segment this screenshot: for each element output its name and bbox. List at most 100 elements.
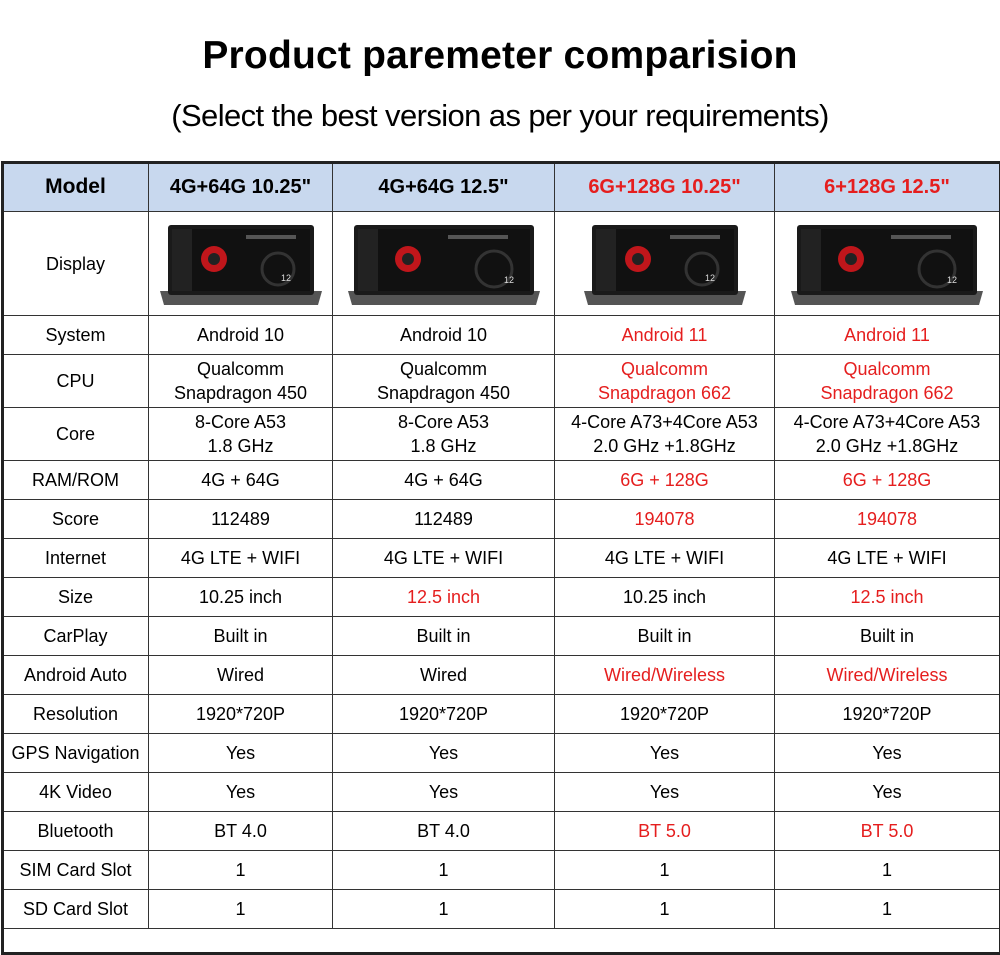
row-label: Core	[2, 407, 149, 461]
cell-c4: 1	[774, 850, 1000, 890]
cell-c2: Built in	[332, 616, 555, 656]
cell-c4: Android 11	[774, 315, 1000, 355]
cell-line-1: 4-Core A73+4Core A53	[571, 412, 758, 432]
cell-c1: 112489	[148, 499, 333, 539]
cell-c4: 194078	[774, 499, 1000, 539]
cell-c2: Qualcomm Snapdragon 450	[332, 354, 555, 408]
cell-c4: Wired/Wireless	[774, 655, 1000, 695]
table-row-cpu: CPU Qualcomm Snapdragon 450 Qualcomm Snapd…	[2, 354, 1000, 408]
head-unit-image: 12	[347, 224, 540, 305]
cell-c2: 12.5 inch	[332, 577, 555, 617]
display-row: Display 12	[2, 211, 1000, 316]
cell-c1: 4G + 64G	[148, 460, 333, 500]
cell-c1: 1	[148, 850, 333, 890]
cell-c4: 1920*720P	[774, 694, 1000, 734]
cell-c2: 8-Core A53 1.8 GHz	[332, 407, 555, 461]
cell-c1: 10.25 inch	[148, 577, 333, 617]
cell-line-1: 8-Core A53	[194, 412, 287, 432]
table-row-score: Score 112489 112489 194078 194078	[2, 499, 1000, 539]
page-subtitle: (Select the best version as per your req…	[171, 98, 829, 133]
cell-c1: 8-Core A53 1.8 GHz	[148, 407, 333, 461]
cell-c3: Qualcomm Snapdragon 662	[554, 354, 775, 408]
cell-c3: 6G + 128G	[554, 460, 775, 500]
cell-c3: Android 11	[554, 315, 775, 355]
cell-c1: Built in	[148, 616, 333, 656]
screen-number: 12	[281, 273, 291, 283]
row-label: 4K Video	[2, 772, 149, 812]
table-row-bluetooth: Bluetooth BT 4.0 BT 4.0 BT 5.0 BT 5.0	[2, 811, 1000, 851]
table-row-size: Size 10.25 inch 12.5 inch 10.25 inch 12.…	[2, 577, 1000, 617]
cell-line-1: Qualcomm	[843, 359, 931, 379]
cell-c2: Yes	[332, 772, 555, 812]
table-row-carplay: CarPlay Built in Built in Built in Built…	[2, 616, 1000, 656]
cell-c4: 6G + 128G	[774, 460, 1000, 500]
table-row-core: Core 8-Core A53 1.8 GHz 8-Core A53 1.8 GHz…	[2, 407, 1000, 461]
cell-c3: 1	[554, 889, 775, 929]
cell-c2: 1	[332, 889, 555, 929]
cell-c3: Built in	[554, 616, 775, 656]
table-row-internet: Internet 4G LTE + WIFI 4G LTE + WIFI 4G …	[2, 538, 1000, 578]
row-label: SD Card Slot	[2, 889, 149, 929]
cell-line-2: Snapdragon 662	[820, 383, 954, 403]
cell-c3: 194078	[554, 499, 775, 539]
table-row-gps: GPS Navigation Yes Yes Yes Yes	[2, 733, 1000, 773]
cell-c1: Yes	[148, 772, 333, 812]
model-header-c3: 6G+128G 10.25"	[554, 162, 775, 212]
cell-c1: Android 10	[148, 315, 333, 355]
cell-line-1: 8-Core A53	[397, 412, 490, 432]
cell-c3: Yes	[554, 733, 775, 773]
cell-line-1: Qualcomm	[196, 359, 285, 379]
cell-c4: 12.5 inch	[774, 577, 1000, 617]
cell-c1: 4G LTE + WIFI	[148, 538, 333, 578]
cell-c2: 4G LTE + WIFI	[332, 538, 555, 578]
cell-c4: 4-Core A73+4Core A53 2.0 GHz +1.8GHz	[774, 407, 1000, 461]
cell-c4: Built in	[774, 616, 1000, 656]
cell-c2: 1	[332, 850, 555, 890]
cell-line-2: 1.8 GHz	[410, 436, 477, 456]
model-header-c4: 6+128G 12.5"	[774, 162, 1000, 212]
cell-c1: Wired	[148, 655, 333, 695]
cell-c3: 1	[554, 850, 775, 890]
cell-c2: Yes	[332, 733, 555, 773]
cell-c4: BT 5.0	[774, 811, 1000, 851]
cell-c3: BT 5.0	[554, 811, 775, 851]
cell-c3: Yes	[554, 772, 775, 812]
display-image-c2: 12	[332, 211, 555, 316]
cell-c4: 1	[774, 889, 1000, 929]
head-unit-image: 12	[791, 224, 983, 305]
cell-c3: 4G LTE + WIFI	[554, 538, 775, 578]
table-row-resolution: Resolution 1920*720P 1920*720P 1920*720P…	[2, 694, 1000, 734]
row-label: Resolution	[2, 694, 149, 734]
table-row-android-auto: Android Auto Wired Wired Wired/Wireless …	[2, 655, 1000, 695]
screen-number: 12	[504, 275, 514, 285]
row-label: GPS Navigation	[2, 733, 149, 773]
cell-line-1: 4-Core A73+4Core A53	[793, 412, 981, 432]
table-row-4k-video: 4K Video Yes Yes Yes Yes	[2, 772, 1000, 812]
model-header-c1: 4G+64G 10.25"	[148, 162, 333, 212]
page-title: Product paremeter comparision	[202, 34, 798, 77]
cell-c2: 4G + 64G	[332, 460, 555, 500]
cell-c2: 112489	[332, 499, 555, 539]
cell-c2: Android 10	[332, 315, 555, 355]
row-label: Score	[2, 499, 149, 539]
cell-c1: Qualcomm Snapdragon 450	[148, 354, 333, 408]
cell-c2: BT 4.0	[332, 811, 555, 851]
row-label: RAM/ROM	[2, 460, 149, 500]
table-header-row: Model 4G+64G 10.25" 4G+64G 12.5" 6G+128G…	[2, 162, 1000, 212]
row-label: Internet	[2, 538, 149, 578]
row-label: Bluetooth	[2, 811, 149, 851]
table-row-sd-slot: SD Card Slot 1 1 1 1	[2, 889, 1000, 929]
cell-c2: Wired	[332, 655, 555, 695]
cell-c1: 1	[148, 889, 333, 929]
cell-line-2: Snapdragon 450	[173, 383, 308, 403]
cell-c1: 1920*720P	[148, 694, 333, 734]
cell-c4: Qualcomm Snapdragon 662	[774, 354, 1000, 408]
model-header: Model	[2, 162, 149, 212]
row-label: CPU	[2, 354, 149, 408]
table-row-system: System Android 10 Android 10 Android 11 …	[2, 315, 1000, 355]
table-row-ram-rom: RAM/ROM 4G + 64G 4G + 64G 6G + 128G 6G +…	[2, 460, 1000, 500]
row-label: Size	[2, 577, 149, 617]
display-image-c1: 12	[148, 211, 333, 316]
cell-c3: 1920*720P	[554, 694, 775, 734]
row-label: SIM Card Slot	[2, 850, 149, 890]
